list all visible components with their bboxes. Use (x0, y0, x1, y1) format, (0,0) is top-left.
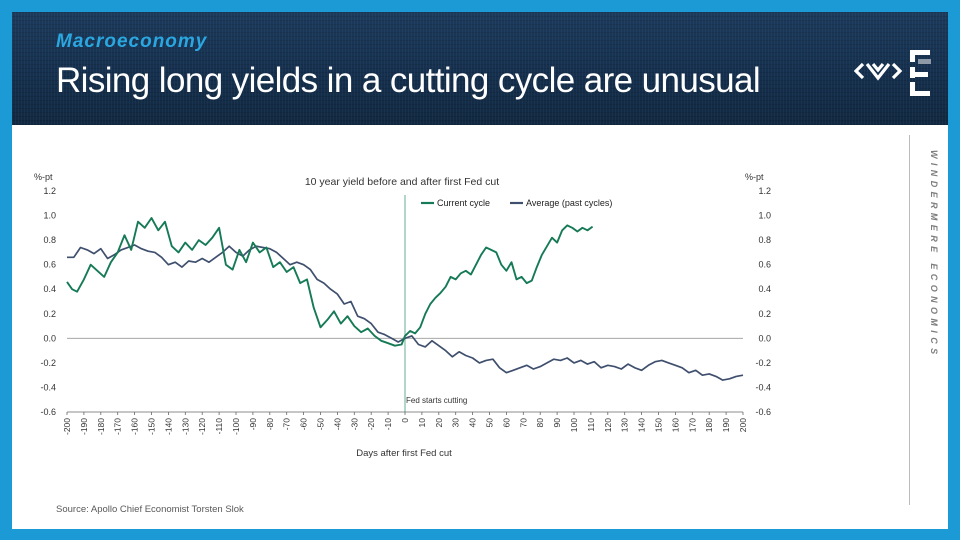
x-tick-label: -30 (349, 418, 359, 431)
y-tick-label-left: -0.2 (40, 358, 56, 368)
brand-logo (854, 50, 931, 96)
y-tick-label-left: 0.0 (43, 333, 56, 343)
x-tick-label: 0 (400, 418, 410, 423)
y-axis-label-left: %-pt (34, 172, 53, 182)
y-tick-label-left: 1.2 (43, 186, 56, 196)
y-tick-label-right: -0.6 (755, 407, 771, 417)
x-tick-label: -180 (96, 418, 106, 435)
x-tick-label: -80 (265, 418, 275, 431)
y-tick-label-right: 0.6 (758, 260, 771, 270)
y-tick-label-left: -0.4 (40, 382, 56, 392)
x-tick-label: 180 (704, 418, 714, 432)
x-tick-label: -10 (383, 418, 393, 431)
x-tick-label: -40 (332, 418, 342, 431)
x-tick-label: -110 (214, 418, 224, 435)
x-tick-label: 70 (518, 418, 528, 428)
y-tick-label-right: 0.0 (758, 333, 771, 343)
slide-title: Rising long yields in a cutting cycle ar… (56, 61, 761, 100)
x-axis-label: Days after first Fed cut (356, 448, 452, 459)
x-tick-label: 200 (738, 418, 748, 432)
header-banner: Macroeconomy Rising long yields in a cut… (12, 12, 948, 125)
y-tick-label-left: 1.0 (43, 211, 56, 221)
x-tick-label: 170 (687, 418, 697, 432)
x-tick-label: 40 (468, 418, 478, 428)
x-tick-label: 20 (434, 418, 444, 428)
y-ticks-left: 1.2 1.0 0.8 0.6 0.4 0.2 0.0 -0.2 -0.4 -0.6 (40, 186, 56, 417)
y-ticks-right: 1.2 1.0 0.8 0.6 0.4 0.2 0.0 -0.2 -0.4 -0.6 (755, 186, 771, 417)
y-tick-label-left: 0.6 (43, 260, 56, 270)
windermere-diamond-logo (854, 62, 903, 81)
x-tick-label: -150 (147, 418, 157, 435)
x-tick-label: -60 (299, 418, 309, 431)
x-tick-label: -100 (231, 418, 241, 435)
x-tick-label: 90 (552, 418, 562, 428)
x-tick-label: -170 (113, 418, 123, 435)
y-tick-label-right: -0.4 (755, 382, 771, 392)
x-tick-label: 30 (451, 418, 461, 428)
legend-label-average: Average (past cycles) (526, 198, 612, 208)
x-tick-label: 100 (569, 418, 579, 432)
y-tick-label-right: 1.0 (758, 211, 771, 221)
x-tick-label: 140 (637, 418, 647, 432)
x-tick-label: 60 (501, 418, 511, 428)
yield-chart: 10 year yield before and after first Fed… (34, 172, 771, 459)
x-tick-label: -70 (282, 418, 292, 431)
section-kicker: Macroeconomy (56, 31, 208, 52)
legend-label-current: Current cycle (437, 198, 490, 208)
x-tick-label: -20 (366, 418, 376, 431)
y-tick-label-left: 0.8 (43, 235, 56, 245)
x-tick-label: -130 (180, 418, 190, 435)
y-tick-label-right: 0.8 (758, 235, 771, 245)
x-tick-label: 130 (620, 418, 630, 432)
windermere-e-mark (910, 50, 931, 96)
x-tick-label: -160 (130, 418, 140, 435)
x-tick-label: -50 (316, 418, 326, 431)
x-tick-label: 50 (485, 418, 495, 428)
x-tick-label: 190 (721, 418, 731, 432)
x-tick-label: -190 (79, 418, 89, 435)
fed-cut-annotation: Fed starts cutting (406, 396, 467, 405)
x-tick-label: -90 (248, 418, 258, 431)
x-tick-label: -200 (62, 418, 72, 435)
y-tick-label-left: 0.4 (43, 284, 56, 294)
x-ticks: -200 -190 -180 -170 -160 -150 -140 -130 -120 -110… (62, 412, 748, 435)
brand-vertical-text: WINDERMERE ECONOMICS (929, 150, 939, 359)
y-tick-label-left: -0.6 (40, 407, 56, 417)
side-divider (909, 135, 910, 505)
series-current-line (66, 217, 594, 347)
y-tick-label-right: 0.4 (758, 284, 771, 294)
x-tick-label: 110 (586, 418, 596, 432)
y-axis-label-right: %-pt (745, 172, 764, 182)
source-note: Source: Apollo Chief Economist Torsten S… (56, 504, 244, 515)
x-tick-label: -120 (197, 418, 207, 435)
x-tick-label: -140 (163, 418, 173, 435)
chart-title: 10 year yield before and after first Fed… (305, 176, 499, 188)
y-tick-label-left: 0.2 (43, 309, 56, 319)
y-tick-label-right: -0.2 (755, 358, 771, 368)
chart-legend: Current cycle Average (past cycles) (421, 198, 612, 208)
x-tick-label: 10 (417, 418, 427, 428)
x-tick-label: 120 (603, 418, 613, 432)
x-tick-label: 160 (670, 418, 680, 432)
x-tick-label: 150 (654, 418, 664, 432)
y-tick-label-right: 1.2 (758, 186, 771, 196)
x-tick-label: 80 (535, 418, 545, 428)
content-panel: 10 year yield before and after first Fed… (12, 125, 948, 529)
y-tick-label-right: 0.2 (758, 309, 771, 319)
